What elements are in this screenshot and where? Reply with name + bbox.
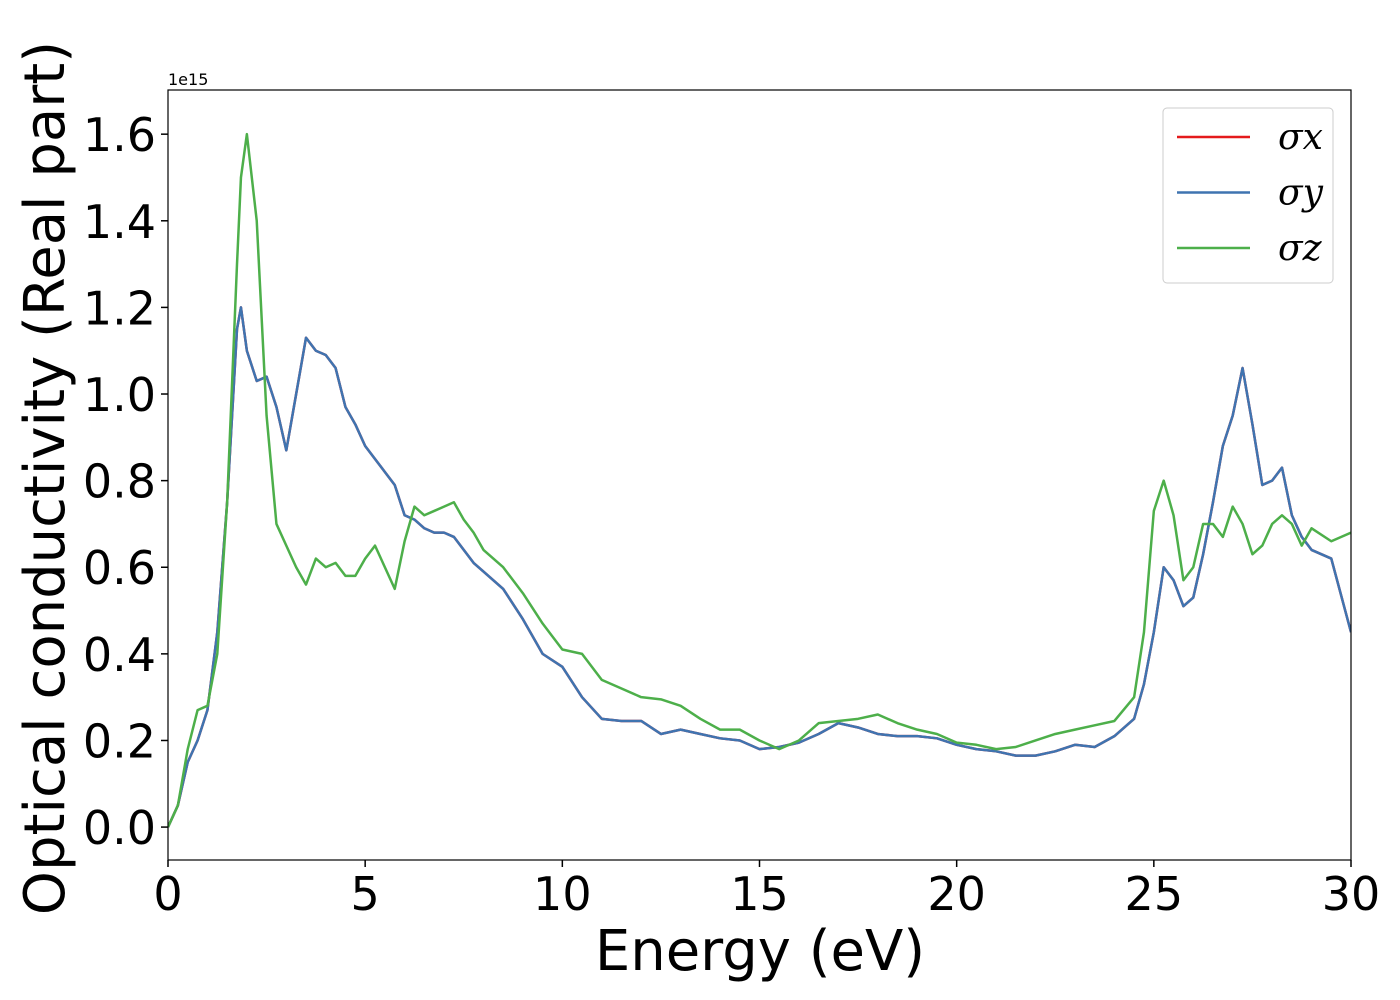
x-tick-label: 5 [351,867,380,921]
legend-box [1162,107,1334,284]
plot-frame [167,89,1352,861]
offset-label: 1e15 [168,70,208,89]
x-tick-label: 10 [533,867,592,921]
y-tick-label: 0.6 [83,541,156,595]
x-tick-label: 15 [730,867,789,921]
y-tick-label: 0.8 [83,455,156,509]
y-axis-label: Optical conductivity (Real part) [13,41,78,915]
legend-label: σy [1278,173,1324,214]
y-tick-label: 0.2 [83,714,156,768]
x-tick-label: 30 [1322,867,1381,921]
x-tick-label: 0 [153,867,182,921]
x-tick-label: 25 [1125,867,1184,921]
legend-label: σz [1278,228,1323,269]
series-line [168,132,1351,828]
y-tick-label: 0.0 [83,801,156,855]
legend-label: σx [1278,117,1323,158]
x-axis-label: Energy (eV) [595,919,925,984]
y-tick-label: 1.4 [83,195,156,249]
y-tick-label: 1.0 [83,368,156,422]
y-tick-label: 0.4 [83,628,156,682]
x-tick-label: 20 [927,867,986,921]
y-tick-label: 1.2 [83,281,156,335]
y-tick-label: 1.6 [83,108,156,162]
series-line [168,306,1351,828]
